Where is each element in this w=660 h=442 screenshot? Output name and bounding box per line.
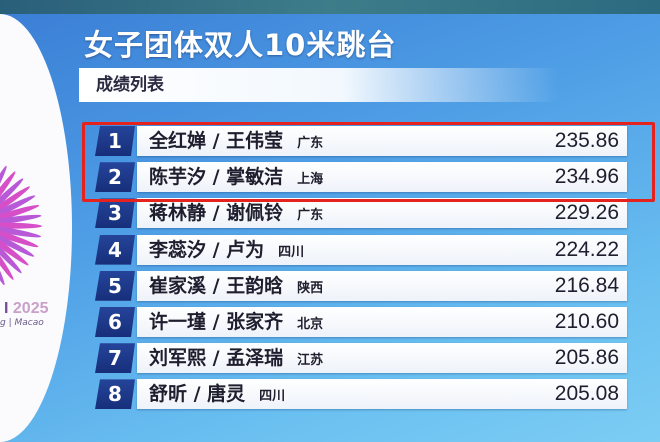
- province: 四川: [259, 389, 286, 405]
- result-bar: 蒋林静 / 谢佩铃 广东 229.26: [137, 198, 627, 231]
- event-title: 女子团体双人10米跳台: [84, 28, 397, 62]
- flower-petal: [0, 214, 42, 226]
- flower-petal: [0, 222, 42, 229]
- athlete-names: 陈芋汐 / 掌敏洁 上海: [149, 162, 323, 195]
- province: 上海: [297, 172, 324, 188]
- athlete-names: 崔家溪 / 王韵晗 陕西: [149, 271, 323, 304]
- result-row: 5 崔家溪 / 王韵晗 陕西 216.84: [95, 270, 627, 304]
- athlete-pair: 舒昕 / 唐灵: [149, 383, 246, 406]
- flower-petal: [0, 186, 30, 226]
- result-bar: 崔家溪 / 王韵晗 陕西 216.84: [137, 270, 627, 304]
- result-row: 7 刘军熙 / 孟泽瑞 江苏 205.86: [95, 343, 627, 376]
- athlete-pair: 蒋林静 / 谢佩铃: [149, 202, 284, 225]
- top-band: [0, 0, 660, 14]
- rank-badge: 3: [95, 198, 135, 228]
- highlight-box: [82, 122, 655, 202]
- athlete-names: 许一瑾 / 张家齐 北京: [149, 307, 323, 340]
- province: 北京: [297, 317, 324, 332]
- province: 广东: [297, 136, 324, 151]
- score: 235.86: [554, 129, 619, 152]
- rank-badge: 1: [95, 126, 135, 156]
- score: 210.60: [554, 310, 619, 333]
- province: 广东: [297, 208, 324, 224]
- score: 216.84: [554, 273, 619, 297]
- result-row: 1 全红婵 / 王伟莹 广东 235.86: [95, 126, 627, 156]
- rank-badge: 2: [95, 162, 135, 192]
- flower-petal: [0, 224, 22, 274]
- athlete-pair: 李蕊汐 / 卢为: [149, 238, 265, 261]
- athlete-pair: 刘军熙 / 孟泽瑞: [149, 347, 284, 370]
- result-row: 8 舒昕 / 唐灵 四川 205.08: [95, 379, 627, 412]
- province: 陕西: [297, 280, 324, 296]
- rank-badge: 6: [95, 307, 135, 337]
- athlete-pair: 崔家溪 / 王韵晗: [149, 274, 284, 297]
- flower-petal: [0, 178, 24, 226]
- result-row: 4 李蕊汐 / 卢为 四川 224.22: [95, 234, 627, 268]
- games-logo-flower-icon: [0, 165, 42, 285]
- result-bar: 陈芋汐 / 掌敏洁 上海 234.96: [137, 162, 627, 195]
- flower-petal: [0, 195, 36, 226]
- flower-petal: [0, 224, 39, 248]
- flower-petal: [0, 224, 35, 257]
- athlete-names: 蒋林静 / 谢佩铃 广东: [149, 198, 323, 231]
- athlete-pair: 陈芋汐 / 掌敏洁: [149, 166, 284, 189]
- athlete-names: 李蕊汐 / 卢为 四川: [149, 235, 304, 268]
- score: 234.96: [554, 165, 619, 189]
- result-bar: 全红婵 / 王伟莹 广东 235.86: [137, 126, 627, 156]
- result-bar: 许一瑾 / 张家齐 北京 210.60: [137, 307, 627, 337]
- flower-petal: [0, 224, 14, 280]
- athlete-names: 舒昕 / 唐灵 四川: [149, 379, 285, 412]
- result-bar: 李蕊汐 / 卢为 四川 224.22: [137, 234, 627, 268]
- result-bar: 刘军熙 / 孟泽瑞 江苏 205.86: [137, 343, 627, 376]
- athlete-names: 全红婵 / 王伟莹 广东: [149, 126, 323, 159]
- result-row: 2 陈芋汐 / 掌敏洁 上海 234.96: [95, 162, 627, 195]
- flower-petal: [0, 224, 41, 238]
- flower-petal: [0, 205, 40, 226]
- flower-petal: [0, 171, 16, 226]
- logo-year: I 2025: [4, 300, 49, 317]
- flower-petal: [0, 224, 29, 266]
- athlete-pair: 许一瑾 / 张家齐: [149, 311, 284, 333]
- logo-subtitle: g | Macao: [0, 318, 44, 328]
- score: 205.08: [554, 382, 619, 406]
- rank-badge: 5: [95, 271, 135, 301]
- result-row: 6 许一瑾 / 张家齐 北京 210.60: [95, 307, 627, 337]
- result-row: 3 蒋林静 / 谢佩铃 广东 229.26: [95, 198, 627, 231]
- score: 229.26: [554, 201, 619, 225]
- score: 205.86: [554, 346, 619, 370]
- athlete-names: 刘军熙 / 孟泽瑞 江苏: [149, 343, 323, 376]
- result-bar: 舒昕 / 唐灵 四川 205.08: [137, 379, 627, 412]
- province: 四川: [278, 244, 305, 260]
- results-list-header: 成绩列表: [79, 68, 559, 102]
- province: 江苏: [297, 353, 324, 369]
- score: 224.22: [554, 237, 619, 261]
- athlete-pair: 全红婵 / 王伟莹: [149, 130, 284, 152]
- rank-badge: 4: [95, 235, 135, 265]
- rank-badge: 7: [95, 343, 135, 373]
- rank-badge: 8: [95, 379, 135, 409]
